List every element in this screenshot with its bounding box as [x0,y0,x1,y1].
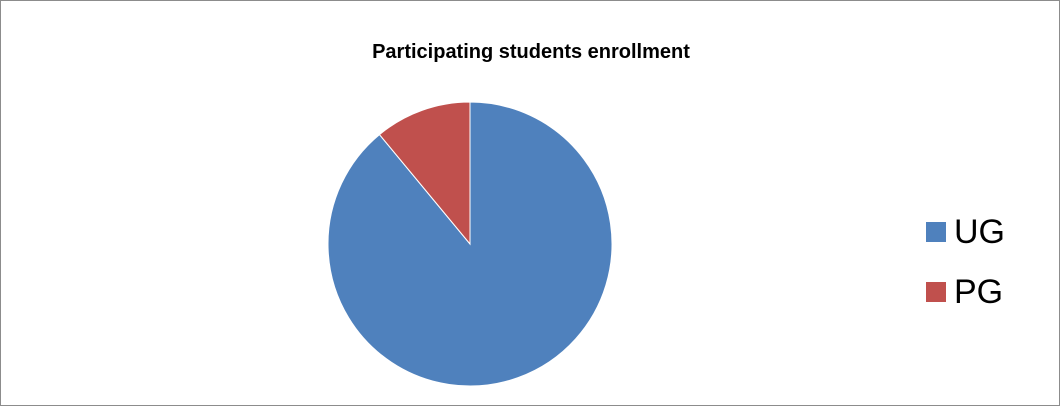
legend-label-ug: UG [954,213,1005,251]
legend: UG PG [926,211,1005,331]
pie-slices [327,101,613,387]
legend-item-pg: PG [926,271,1005,313]
legend-swatch-ug [926,222,946,242]
legend-item-ug: UG [926,211,1005,253]
chart-title: Participating students enrollment [372,41,690,63]
legend-swatch-pg [926,282,946,302]
legend-label-pg: PG [954,273,1004,311]
pie-slice-pg [378,101,471,246]
